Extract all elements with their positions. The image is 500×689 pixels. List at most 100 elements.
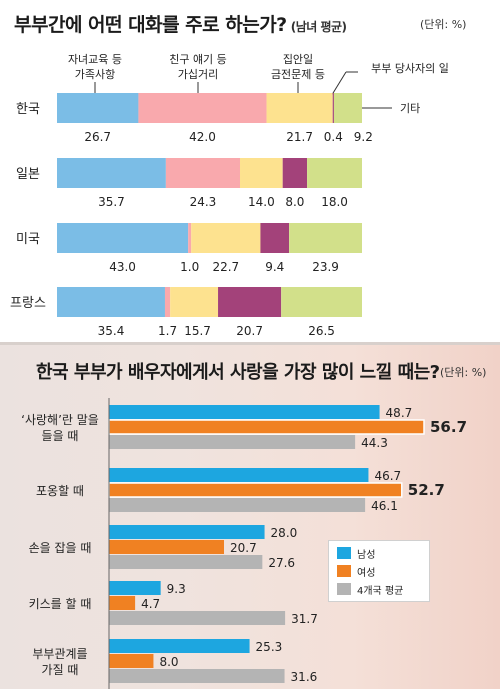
grouped-bar — [109, 596, 136, 610]
grouped-bar — [109, 435, 356, 449]
grouped-bar — [109, 581, 161, 595]
top-category-label: 프랑스 — [10, 296, 46, 311]
bottom-value-label: 4.7 — [141, 597, 160, 611]
series-callout-couple: 부부 당사자의 일 — [371, 61, 449, 75]
bottom-value-label: 56.7 — [430, 418, 467, 436]
grouped-bar — [109, 611, 286, 625]
bottom-value-label: 8.0 — [159, 655, 178, 669]
top-value-label: 14.0 — [248, 195, 275, 209]
top-value-label: 1.7 — [158, 324, 177, 338]
bottom-category-label: 부부관계를 — [32, 647, 87, 661]
stacked-bar-segment — [307, 158, 362, 188]
bottom-value-label: 25.3 — [256, 640, 283, 654]
bottom-unit-label: (단위: %) — [440, 366, 487, 379]
legend: 남성 여성 4개국 평균 — [328, 540, 430, 602]
stacked-bar-segment — [240, 158, 283, 188]
top-value-label: 26.7 — [84, 130, 111, 144]
series-callout-line1: 자녀교육 등 — [68, 53, 122, 66]
stacked-bar-segment — [289, 223, 362, 253]
stacked-bar-segment — [260, 223, 290, 253]
bottom-value-label: 44.3 — [361, 436, 388, 450]
series-callout-line2: 가십거리 — [178, 68, 218, 81]
grouped-bar — [109, 654, 154, 668]
bottom-value-label: 31.7 — [291, 612, 318, 626]
legend-swatch-average — [337, 583, 351, 595]
stacked-bar-segment — [170, 287, 219, 317]
top-value-label: 1.0 — [180, 260, 199, 274]
stacked-bar-segment — [218, 287, 282, 317]
bottom-value-label: 28.0 — [271, 526, 298, 540]
top-value-label: 0.4 — [324, 130, 343, 144]
stacked-bar-segment — [164, 287, 171, 317]
stacked-bar-segment — [282, 158, 308, 188]
grouped-bar — [108, 482, 403, 498]
top-category-label: 한국 — [16, 102, 40, 117]
bottom-value-label: 9.3 — [167, 582, 186, 596]
stacked-bar-segment — [266, 93, 333, 123]
grouped-bar — [109, 525, 265, 539]
top-value-label: 42.0 — [189, 130, 216, 144]
grouped-bar — [109, 555, 263, 569]
bottom-category-label: ‘사랑해’란 말을 — [21, 413, 99, 427]
bottom-category-label: 키스를 할 때 — [29, 597, 92, 611]
top-value-label: 8.0 — [285, 195, 304, 209]
top-value-label: 23.9 — [312, 260, 339, 274]
grouped-bar — [108, 419, 425, 435]
top-value-label: 15.7 — [184, 324, 211, 338]
top-value-label: 20.7 — [236, 324, 263, 338]
grouped-bar — [109, 405, 380, 419]
stacked-bar-segment — [57, 223, 189, 253]
stacked-bar-segment — [281, 287, 362, 317]
grouped-bar — [109, 639, 250, 653]
top-value-label: 21.7 — [286, 130, 313, 144]
series-callout-other: 기타 — [400, 102, 420, 115]
stacked-bar-segment — [333, 93, 362, 123]
series-callout-line1: 집안일 — [283, 52, 313, 66]
bottom-category-label: 손을 잡을 때 — [29, 541, 92, 555]
bottom-value-label: 46.1 — [371, 499, 398, 513]
bottom-category-label: 가질 때 — [42, 663, 79, 677]
top-category-label: 일본 — [16, 167, 40, 182]
bottom-value-label: 20.7 — [230, 541, 257, 555]
bottom-value-label: 27.6 — [268, 556, 295, 570]
legend-item-male: 남성 — [337, 546, 375, 561]
top-value-label: 35.7 — [98, 195, 125, 209]
panel-divider — [0, 342, 500, 346]
bottom-value-label: 31.6 — [291, 670, 318, 684]
stacked-bar-segment — [332, 93, 334, 123]
bottom-category-label: 포옹할 때 — [36, 484, 84, 498]
bottom-chart-title: 한국 부부가 배우자에게서 사랑을 가장 많이 느낄 때는? — [36, 362, 440, 383]
series-callout-line2: 금전문제 등 — [271, 68, 325, 81]
legend-item-average: 4개국 평균 — [337, 582, 403, 597]
grouped-bar — [109, 669, 285, 683]
stacked-bar-segment — [188, 223, 192, 253]
stacked-bar-segment — [57, 93, 139, 123]
legend-item-female: 여성 — [337, 564, 375, 579]
grouped-bar — [109, 468, 369, 482]
stacked-bar-segment — [57, 158, 166, 188]
top-category-label: 미국 — [16, 232, 40, 247]
top-value-label: 18.0 — [321, 195, 348, 209]
legend-swatch-male — [337, 547, 351, 559]
grouped-bar — [109, 540, 224, 554]
bottom-value-label: 46.7 — [374, 469, 401, 483]
stacked-bar-segment — [138, 93, 267, 123]
top-value-label: 9.4 — [265, 260, 284, 274]
top-chart-title: 부부간에 어떤 대화를 주로 하는가? (남녀 평균) — [14, 14, 347, 36]
stacked-bar-segment — [165, 158, 240, 188]
top-value-label: 22.7 — [212, 260, 239, 274]
grouped-bar — [109, 498, 366, 512]
top-value-label: 24.3 — [190, 195, 217, 209]
bottom-value-label: 52.7 — [408, 481, 445, 499]
top-unit-label: (단위: %) — [420, 18, 467, 31]
stacked-bar-segment — [191, 223, 261, 253]
top-value-label: 26.5 — [308, 324, 335, 338]
stacked-bar-segment — [57, 287, 165, 317]
bottom-value-label: 48.7 — [386, 406, 413, 420]
legend-swatch-female — [337, 565, 351, 577]
series-callout-line1: 친구 얘기 등 — [169, 53, 227, 66]
top-value-label: 43.0 — [109, 260, 136, 274]
top-value-label: 9.2 — [354, 130, 373, 144]
